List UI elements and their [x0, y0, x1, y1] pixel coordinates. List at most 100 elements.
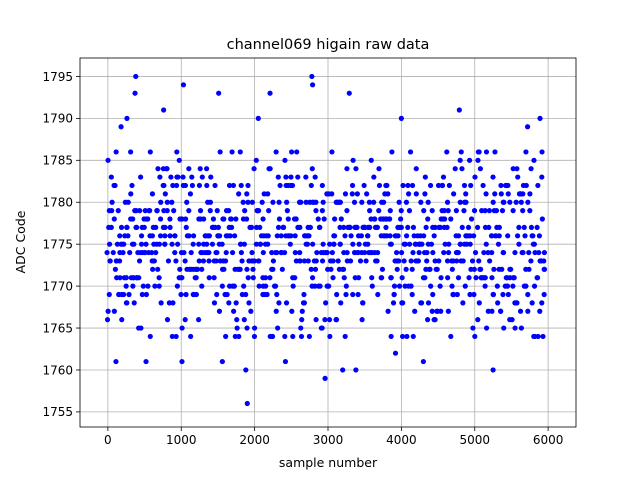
data-point [350, 241, 356, 247]
data-point [444, 258, 451, 264]
data-point [446, 241, 452, 247]
data-point [319, 208, 325, 214]
outlier-point [537, 115, 543, 121]
data-point [468, 216, 475, 222]
data-point [158, 199, 164, 205]
data-point [182, 258, 188, 264]
data-point [249, 249, 255, 256]
data-point [267, 275, 273, 281]
data-point [211, 300, 218, 306]
data-point [276, 300, 282, 306]
outlier-point [398, 115, 404, 121]
data-point [425, 216, 431, 222]
data-point [245, 199, 251, 205]
x-tick-label: 0 [104, 433, 112, 447]
data-point [425, 300, 432, 306]
data-point [128, 191, 134, 197]
data-point [454, 258, 460, 264]
data-point [169, 199, 175, 205]
data-point [228, 216, 234, 222]
data-point [156, 241, 163, 247]
data-point [214, 249, 220, 256]
data-point [280, 224, 286, 231]
data-point [466, 157, 473, 163]
data-point [394, 266, 400, 272]
data-point [313, 317, 319, 323]
y-tick-label: 1780 [42, 196, 73, 210]
data-point [365, 241, 371, 247]
data-point [491, 266, 497, 272]
data-point [229, 249, 236, 256]
data-point [330, 275, 336, 281]
data-point [232, 233, 238, 239]
y-tick-label: 1765 [42, 321, 73, 335]
data-point [309, 275, 316, 281]
data-point [244, 191, 250, 197]
data-point [260, 216, 266, 222]
data-point [179, 325, 185, 331]
data-point [413, 191, 419, 197]
data-point [539, 216, 545, 222]
data-point [164, 208, 170, 214]
data-point [344, 166, 350, 172]
data-point [374, 258, 380, 264]
data-point [425, 317, 431, 323]
data-point [364, 191, 370, 197]
data-point [509, 317, 515, 323]
data-point [240, 199, 246, 205]
data-point [329, 191, 335, 197]
data-point [405, 191, 412, 197]
data-point [238, 241, 244, 247]
data-point [454, 249, 460, 256]
data-point [222, 258, 229, 264]
data-point [253, 157, 259, 163]
data-point [143, 241, 149, 247]
data-point [444, 224, 450, 231]
data-point [368, 157, 374, 163]
data-point [155, 166, 161, 172]
data-point [359, 199, 365, 205]
data-point [385, 308, 391, 314]
data-point [118, 224, 125, 231]
data-point [138, 241, 145, 247]
data-point [427, 266, 433, 272]
data-point [190, 241, 196, 247]
data-point [263, 283, 269, 289]
data-point [230, 182, 237, 189]
data-point [147, 333, 153, 340]
data-point [487, 258, 493, 264]
data-point [496, 233, 502, 239]
data-point [106, 291, 112, 298]
outlier-point [180, 82, 187, 88]
data-point [108, 174, 114, 180]
data-point [350, 291, 356, 298]
data-point [284, 199, 290, 205]
data-point [459, 166, 465, 172]
y-tick-label: 1770 [42, 279, 73, 293]
data-point [301, 291, 307, 298]
data-point [142, 249, 148, 256]
data-point [179, 275, 185, 281]
data-point [525, 199, 531, 205]
data-point [119, 317, 125, 323]
data-point [528, 224, 535, 231]
data-point [114, 241, 120, 247]
data-point [157, 174, 163, 180]
data-point [499, 266, 505, 272]
data-point [168, 174, 174, 180]
data-point [152, 283, 158, 289]
data-point [308, 182, 314, 189]
data-point [367, 224, 373, 231]
data-point [255, 208, 261, 214]
data-point [409, 266, 415, 272]
data-point [347, 258, 354, 264]
outlier-point [282, 358, 289, 365]
data-point [172, 233, 178, 239]
data-point [327, 333, 333, 340]
data-point [274, 249, 280, 256]
data-point [402, 241, 408, 247]
data-point [412, 308, 418, 314]
data-point [500, 249, 506, 256]
data-point [141, 224, 147, 231]
data-point [324, 283, 330, 289]
